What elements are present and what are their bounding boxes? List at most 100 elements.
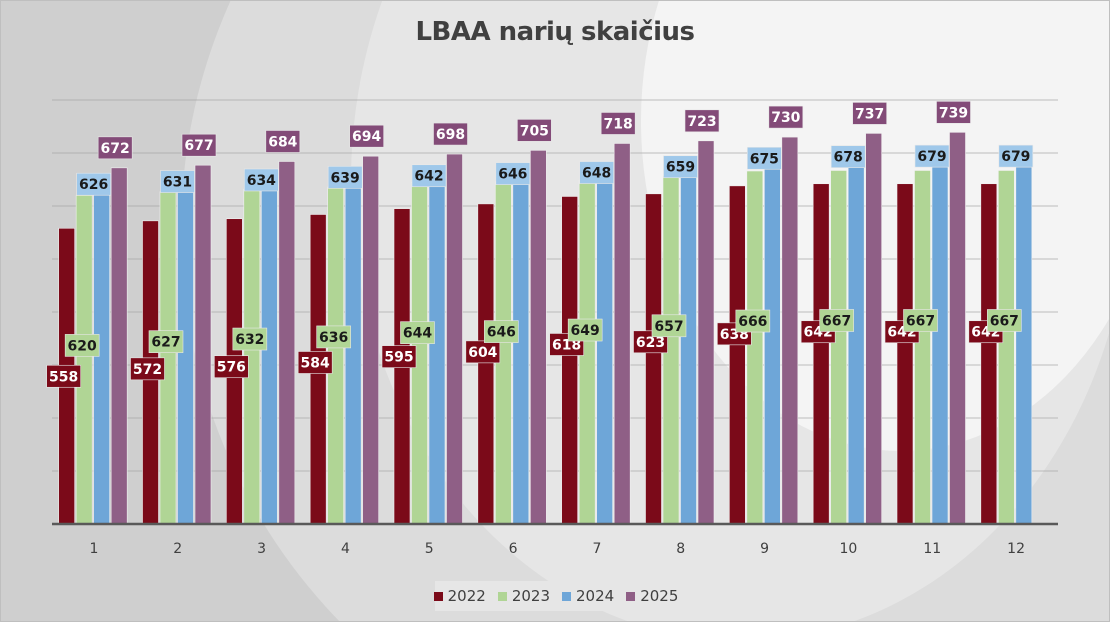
bar-2025-6 [530,150,547,525]
data-label-box [651,314,687,338]
data-label: 646 [487,325,516,341]
data-label: 684 [268,134,297,150]
x-tick-label: 10 [840,541,858,557]
x-tick-label: 5 [425,541,434,557]
x-tick-label: 2 [173,541,182,557]
legend-swatch [626,591,636,601]
data-label: 558 [49,369,78,385]
data-label: 572 [133,362,162,378]
bar-2025-4 [362,155,379,525]
data-label-box [76,172,111,196]
legend-label: 2023 [511,587,550,605]
bar-2025-11 [949,132,966,525]
bar-2022-6 [477,203,495,525]
bar-2024-6 [512,181,530,525]
x-tick-label: 1 [89,541,98,557]
data-label-box [903,309,938,332]
bar-2024-7 [596,180,613,525]
data-label: 626 [79,177,108,193]
bar-2024-3 [261,187,278,525]
bar-2024-5 [428,183,446,525]
data-label: 739 [939,105,968,121]
bar-2025-9 [781,136,799,525]
data-label-box [914,144,950,168]
bar-2022-7 [561,196,578,525]
bar-2024-8 [680,174,697,525]
legend-item-2023: 2023 [497,587,550,605]
legend: 2022 2023 2024 2025 [433,581,678,611]
data-label-box [830,145,866,168]
data-label: 679 [917,149,946,165]
data-label: 642 [414,169,443,185]
data-label-box [411,164,447,188]
data-label: 649 [571,323,600,339]
data-label-box [327,166,363,189]
bar-2023-12 [998,170,1015,525]
x-tick-label: 3 [257,541,266,557]
data-label-box [819,309,854,332]
data-label-box [735,309,771,333]
data-label-box [381,345,417,368]
bar-2025-1 [110,167,128,525]
data-label: 659 [666,160,695,176]
data-label-box [484,320,519,343]
data-label-box [663,155,698,179]
bar-2024-9 [764,165,781,525]
bar-2025-10 [865,133,882,525]
bar-2022-10 [812,183,830,525]
data-label: 576 [217,360,246,376]
data-label-box [181,133,217,157]
bar-2022-9 [729,185,746,525]
data-label: 705 [520,123,549,139]
bar-2022-12 [980,183,998,525]
bar-2024-11 [931,163,949,525]
data-label-box [517,119,552,142]
data-label-box [936,101,971,124]
data-label-box [64,334,100,357]
data-label: 623 [636,335,665,351]
data-label: 737 [855,106,884,122]
bar-2024-4 [344,185,362,525]
data-label: 636 [319,330,348,346]
data-label: 632 [235,332,264,348]
data-label: 595 [384,350,413,366]
data-label: 648 [582,166,611,182]
data-label-box [987,309,1022,332]
data-label-box [160,170,195,193]
bar-2024-1 [93,191,110,525]
x-tick-label: 4 [341,541,350,557]
data-label: 678 [834,150,863,166]
legend-item-2025: 2025 [626,587,678,605]
data-label: 677 [184,138,213,154]
legend-swatch [433,591,443,601]
bar-2025-2 [194,164,212,525]
bar-2025-8 [697,140,715,525]
bar-2023-10 [830,170,847,525]
bar-2025-7 [613,143,631,525]
data-label-box [265,130,301,153]
legend-item-2024: 2024 [562,587,614,605]
data-label-box [316,325,351,349]
legend-label: 2022 [447,587,486,605]
legend-swatch [497,591,507,601]
data-label-box [684,109,720,133]
data-label-box [148,330,184,353]
x-tick-label: 6 [509,541,518,557]
data-label-box [495,162,531,185]
data-label: 618 [552,337,581,353]
data-label: 679 [1001,149,1030,165]
data-label: 644 [403,326,432,342]
data-label: 584 [301,355,330,371]
data-label: 620 [68,338,97,354]
data-label-box [130,357,165,381]
x-tick-label: 12 [1007,541,1025,557]
data-label: 672 [101,141,130,157]
data-label: 666 [738,314,767,330]
data-label: 646 [498,167,527,183]
data-label: 667 [822,313,851,329]
data-label-box [214,355,249,379]
x-tick-label: 11 [923,541,941,557]
bar-2022-8 [645,193,662,525]
